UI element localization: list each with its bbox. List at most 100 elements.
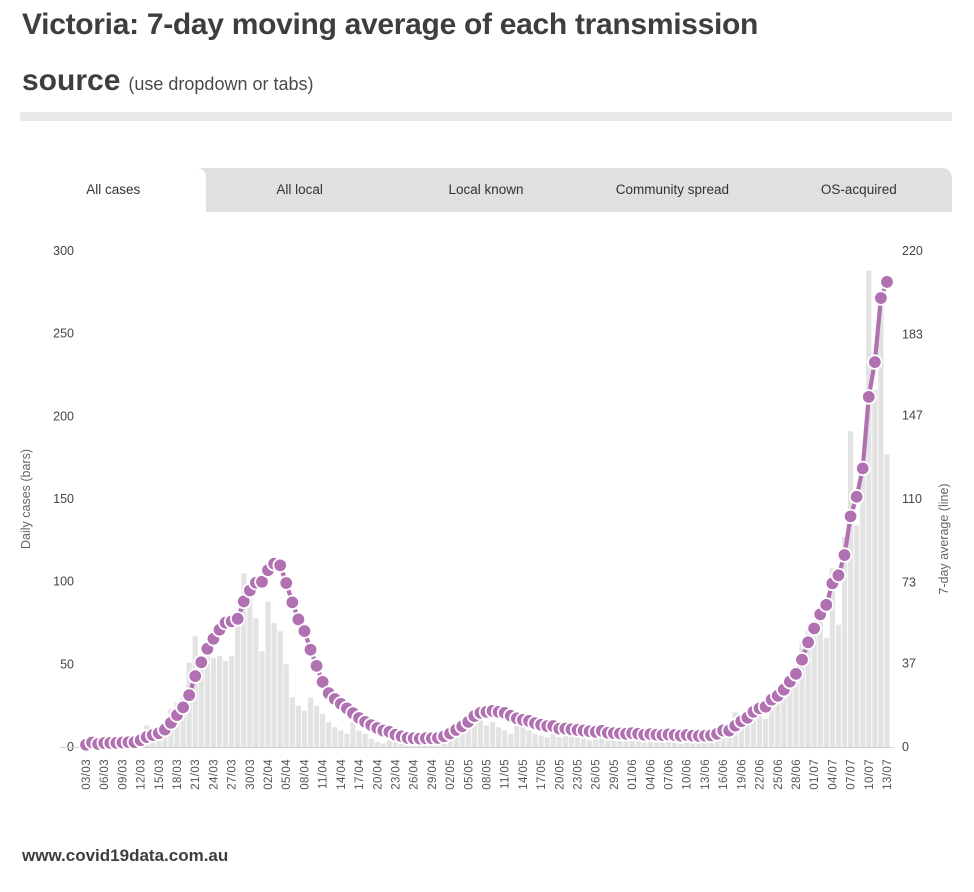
daily-cases-bar[interactable] bbox=[514, 723, 520, 747]
daily-cases-bar[interactable] bbox=[678, 743, 684, 747]
seven-day-average-dot[interactable] bbox=[873, 290, 889, 306]
daily-cases-bar[interactable] bbox=[878, 295, 884, 747]
tab-all-local[interactable]: All local bbox=[276, 182, 323, 197]
tab-local-known[interactable]: Local known bbox=[448, 182, 524, 197]
daily-cases-bar[interactable] bbox=[854, 525, 860, 747]
daily-cases-bar[interactable] bbox=[502, 730, 508, 747]
daily-cases-bar[interactable] bbox=[265, 601, 271, 747]
daily-cases-bar[interactable] bbox=[216, 656, 223, 747]
daily-cases-bar[interactable] bbox=[799, 641, 805, 747]
daily-cases-bar[interactable] bbox=[841, 537, 848, 747]
seven-day-average-dot[interactable] bbox=[830, 567, 847, 584]
seven-day-average-dot[interactable] bbox=[175, 699, 191, 716]
seven-day-average-dot[interactable] bbox=[836, 547, 853, 563]
daily-cases-bar[interactable] bbox=[508, 733, 514, 747]
daily-cases-bar[interactable] bbox=[198, 662, 204, 747]
daily-cases-bar[interactable] bbox=[210, 657, 217, 747]
daily-cases-bar[interactable] bbox=[629, 737, 635, 747]
daily-cases-bar[interactable] bbox=[180, 697, 186, 747]
daily-cases-bar[interactable] bbox=[344, 733, 350, 747]
daily-cases-bar[interactable] bbox=[744, 720, 751, 747]
daily-cases-bar[interactable] bbox=[775, 692, 781, 747]
daily-cases-bar[interactable] bbox=[380, 743, 386, 747]
daily-cases-bar[interactable] bbox=[726, 733, 732, 747]
daily-cases-bar[interactable] bbox=[769, 697, 775, 747]
daily-cases-bar[interactable] bbox=[544, 737, 550, 747]
daily-cases-bar[interactable] bbox=[247, 598, 253, 747]
seven-day-average-dot[interactable] bbox=[879, 274, 895, 290]
daily-cases-bar[interactable] bbox=[823, 637, 829, 747]
daily-cases-bar[interactable] bbox=[489, 722, 496, 747]
daily-cases-bar[interactable] bbox=[222, 661, 229, 747]
seven-day-average-dot[interactable] bbox=[254, 574, 270, 590]
daily-cases-bar[interactable] bbox=[520, 727, 526, 747]
daily-cases-bar[interactable] bbox=[756, 713, 763, 747]
daily-cases-bar[interactable] bbox=[356, 730, 362, 747]
seven-day-average-dot[interactable] bbox=[181, 687, 197, 703]
seven-day-average-dot[interactable] bbox=[848, 489, 865, 505]
seven-day-average-dot[interactable] bbox=[302, 642, 319, 658]
seven-day-average-dot[interactable] bbox=[296, 623, 313, 639]
daily-cases-bar[interactable] bbox=[259, 651, 265, 747]
daily-cases-bar[interactable] bbox=[847, 431, 854, 747]
tab-all-cases[interactable]: All cases bbox=[20, 168, 207, 217]
daily-cases-bar[interactable] bbox=[253, 618, 259, 747]
daily-cases-bar[interactable] bbox=[496, 727, 502, 747]
daily-cases-bar[interactable] bbox=[532, 733, 538, 747]
seven-day-average-dot[interactable] bbox=[818, 597, 835, 613]
daily-cases-bar[interactable] bbox=[817, 619, 823, 747]
daily-cases-bar[interactable] bbox=[313, 705, 320, 747]
tab-os-acquired[interactable]: OS-acquired bbox=[820, 182, 897, 197]
daily-cases-bar[interactable] bbox=[301, 710, 308, 747]
daily-cases-bar[interactable] bbox=[599, 732, 605, 747]
daily-cases-bar[interactable] bbox=[763, 718, 769, 747]
daily-cases-bar[interactable] bbox=[550, 733, 556, 747]
daily-cases-bar[interactable] bbox=[829, 568, 835, 747]
daily-cases-bar[interactable] bbox=[477, 718, 484, 747]
daily-cases-bar[interactable] bbox=[805, 629, 811, 747]
daily-cases-bar[interactable] bbox=[556, 737, 562, 747]
seven-day-average-dot[interactable] bbox=[278, 575, 294, 591]
daily-cases-bar[interactable] bbox=[283, 664, 289, 747]
daily-cases-bar[interactable] bbox=[277, 631, 283, 747]
daily-cases-bar[interactable] bbox=[587, 740, 593, 747]
daily-cases-bar[interactable] bbox=[332, 727, 338, 747]
daily-cases-bar[interactable] bbox=[568, 733, 575, 747]
seven-day-average-dot[interactable] bbox=[284, 594, 301, 611]
daily-cases-bar[interactable] bbox=[338, 730, 344, 747]
daily-cases-bar[interactable] bbox=[350, 722, 356, 747]
daily-cases-bar[interactable] bbox=[289, 697, 295, 747]
daily-cases-bar[interactable] bbox=[787, 679, 793, 747]
seven-day-average-dot[interactable] bbox=[855, 460, 871, 477]
seven-day-average-dot[interactable] bbox=[867, 354, 883, 370]
daily-cases-bar[interactable] bbox=[235, 623, 241, 747]
daily-cases-bar[interactable] bbox=[526, 730, 532, 747]
daily-cases-bar[interactable] bbox=[884, 454, 890, 747]
daily-cases-bar[interactable] bbox=[362, 733, 368, 747]
daily-cases-bar[interactable] bbox=[241, 573, 247, 747]
daily-cases-bar[interactable] bbox=[574, 737, 581, 747]
daily-cases-bar[interactable] bbox=[738, 717, 744, 747]
daily-cases-bar[interactable] bbox=[295, 705, 301, 747]
daily-cases-bar[interactable] bbox=[229, 656, 235, 747]
seven-day-average-dot[interactable] bbox=[788, 666, 804, 682]
daily-cases-bar[interactable] bbox=[538, 735, 544, 747]
daily-cases-bar[interactable] bbox=[872, 389, 878, 747]
daily-cases-bar[interactable] bbox=[204, 654, 210, 747]
daily-cases-bar[interactable] bbox=[860, 474, 866, 747]
daily-cases-bar[interactable] bbox=[835, 624, 842, 747]
daily-cases-bar[interactable] bbox=[672, 740, 678, 747]
daily-cases-bar[interactable] bbox=[605, 737, 611, 747]
daily-cases-bar[interactable] bbox=[471, 710, 477, 747]
seven-day-average-dot[interactable] bbox=[861, 389, 877, 405]
daily-cases-bar[interactable] bbox=[271, 623, 277, 747]
daily-cases-bar[interactable] bbox=[611, 735, 617, 747]
daily-cases-bar[interactable] bbox=[386, 740, 392, 747]
daily-cases-bar[interactable] bbox=[617, 738, 623, 747]
daily-cases-bar[interactable] bbox=[750, 705, 757, 747]
daily-cases-bar[interactable] bbox=[459, 725, 465, 747]
daily-cases-bar[interactable] bbox=[623, 740, 629, 747]
seven-day-average-dot[interactable] bbox=[229, 611, 246, 627]
daily-cases-bar[interactable] bbox=[374, 742, 380, 747]
daily-cases-bar[interactable] bbox=[866, 270, 872, 747]
